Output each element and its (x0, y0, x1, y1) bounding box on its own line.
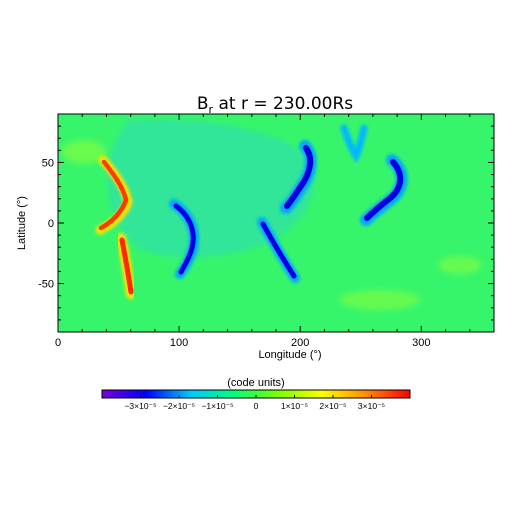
colorbar-label: (code units) (227, 377, 284, 389)
y-axis-label: Latitude (°) (16, 196, 28, 250)
negative-ridge-core (284, 145, 314, 209)
heatmap-field (58, 114, 494, 332)
positive-ridge-core (98, 159, 129, 231)
x-tick-label: 200 (291, 337, 309, 349)
heatmap-diffuse-green (438, 256, 482, 274)
colorbar-tick-label: 1×10⁻⁵ (281, 401, 308, 411)
x-tick-label: 300 (412, 337, 430, 349)
positive-ridge-core (119, 237, 134, 295)
x-tick-label: 0 (55, 337, 61, 349)
y-tick-label: -50 (38, 279, 54, 291)
colorbar-tick-label: −2×10⁻⁵ (163, 401, 195, 411)
colorbar-tick-label: −3×10⁻⁵ (124, 401, 156, 411)
heatmap-diffuse-green (62, 140, 106, 164)
colorbar-tick-label: −1×10⁻⁵ (201, 401, 233, 411)
colorbar-tick-label: 3×10⁻⁵ (358, 401, 385, 411)
x-tick-label: 100 (170, 337, 188, 349)
chart-title: Br at r = 230.00Rs (197, 94, 353, 116)
x-axis-label: Longitude (°) (258, 349, 321, 361)
colorbar-ticks: −3×10⁻⁵ −2×10⁻⁵ −1×10⁻⁵ 0 1×10⁻⁵ 2×10⁻⁵ 3×10⁻⁵ (124, 395, 385, 411)
y-tick-label: 0 (48, 218, 54, 230)
negative-ridge-core (260, 221, 297, 279)
y-tick-label: 50 (42, 157, 54, 169)
y-axis: 50 0 -50 (38, 125, 494, 321)
colorbar-tick-label: 0 (254, 401, 259, 411)
x-axis: 0 100 200 300 (55, 114, 495, 349)
heatmap-diffuse-green (340, 290, 420, 310)
negative-lobe (340, 124, 368, 163)
negative-ridge-core (173, 203, 196, 275)
colorbar-tick-label: 2×10⁻⁵ (319, 401, 346, 411)
negative-ridge-core (364, 159, 403, 221)
